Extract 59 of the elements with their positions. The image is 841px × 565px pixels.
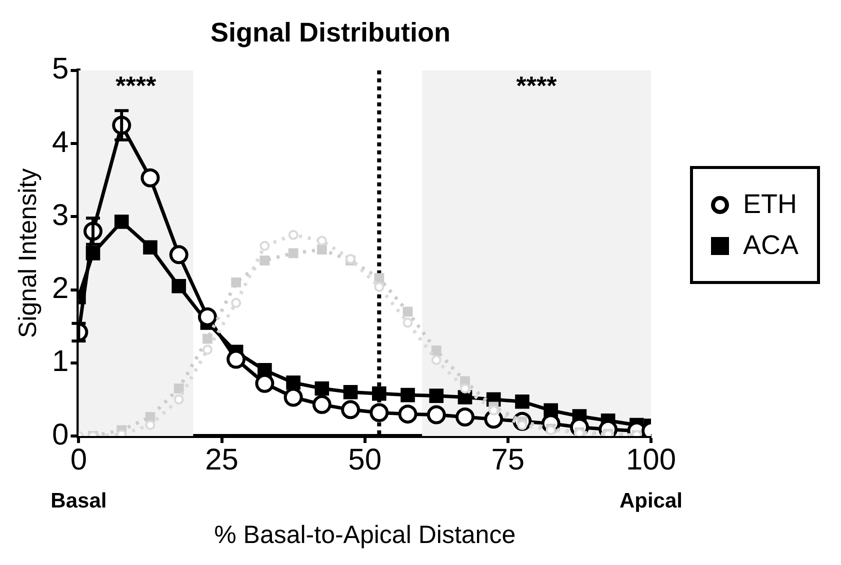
point xyxy=(288,248,298,258)
point xyxy=(515,394,530,409)
point xyxy=(374,282,384,292)
legend-label: ETH xyxy=(743,189,797,220)
x-axis-title: % Basal-to-Apical Distance xyxy=(214,520,516,549)
point xyxy=(316,236,327,246)
point xyxy=(456,407,474,426)
point xyxy=(114,214,129,229)
point xyxy=(172,278,186,294)
point xyxy=(341,400,360,420)
point xyxy=(398,404,418,424)
point xyxy=(431,346,442,356)
point xyxy=(429,388,444,403)
point xyxy=(402,318,413,328)
point xyxy=(372,386,386,401)
y-tick-label: 4 xyxy=(52,126,69,159)
band-label: **** xyxy=(116,70,158,101)
point xyxy=(343,384,358,400)
point xyxy=(143,240,158,255)
point xyxy=(231,278,242,288)
point xyxy=(145,420,156,430)
point xyxy=(400,388,415,402)
point xyxy=(231,298,242,308)
y-tick-label: 3 xyxy=(52,198,69,232)
text: Basal xyxy=(50,489,107,512)
y-tick-label: 5 xyxy=(52,52,69,86)
point xyxy=(202,334,212,344)
legend-label: ACA xyxy=(743,230,799,261)
x-tick-label: 75 xyxy=(491,443,525,476)
point xyxy=(312,395,332,414)
point xyxy=(316,244,327,254)
point xyxy=(202,344,212,355)
point xyxy=(460,383,470,394)
text: Apical xyxy=(619,489,683,512)
point xyxy=(488,405,499,416)
x-tick-label: 25 xyxy=(205,443,238,476)
x-tick-label: 50 xyxy=(348,443,382,476)
point xyxy=(288,230,298,240)
point xyxy=(260,240,270,251)
point xyxy=(174,384,184,394)
point xyxy=(374,273,384,284)
point xyxy=(314,381,330,396)
point xyxy=(431,354,442,365)
point xyxy=(174,394,184,404)
chart-title: Signal Distribution xyxy=(210,18,450,48)
y-tick-label: 0 xyxy=(52,418,69,452)
point xyxy=(426,405,446,424)
point xyxy=(284,388,303,407)
y-tick-label: 1 xyxy=(52,345,69,378)
band-label: **** xyxy=(516,70,558,101)
x-tick-label: 100 xyxy=(626,443,676,476)
point xyxy=(169,245,188,264)
y-tick-label: 2 xyxy=(52,272,69,306)
point xyxy=(402,306,413,317)
point xyxy=(370,403,389,422)
point xyxy=(260,256,270,266)
point xyxy=(286,375,300,390)
point xyxy=(140,168,160,188)
y-axis-title: Signal Intensity xyxy=(14,168,42,338)
